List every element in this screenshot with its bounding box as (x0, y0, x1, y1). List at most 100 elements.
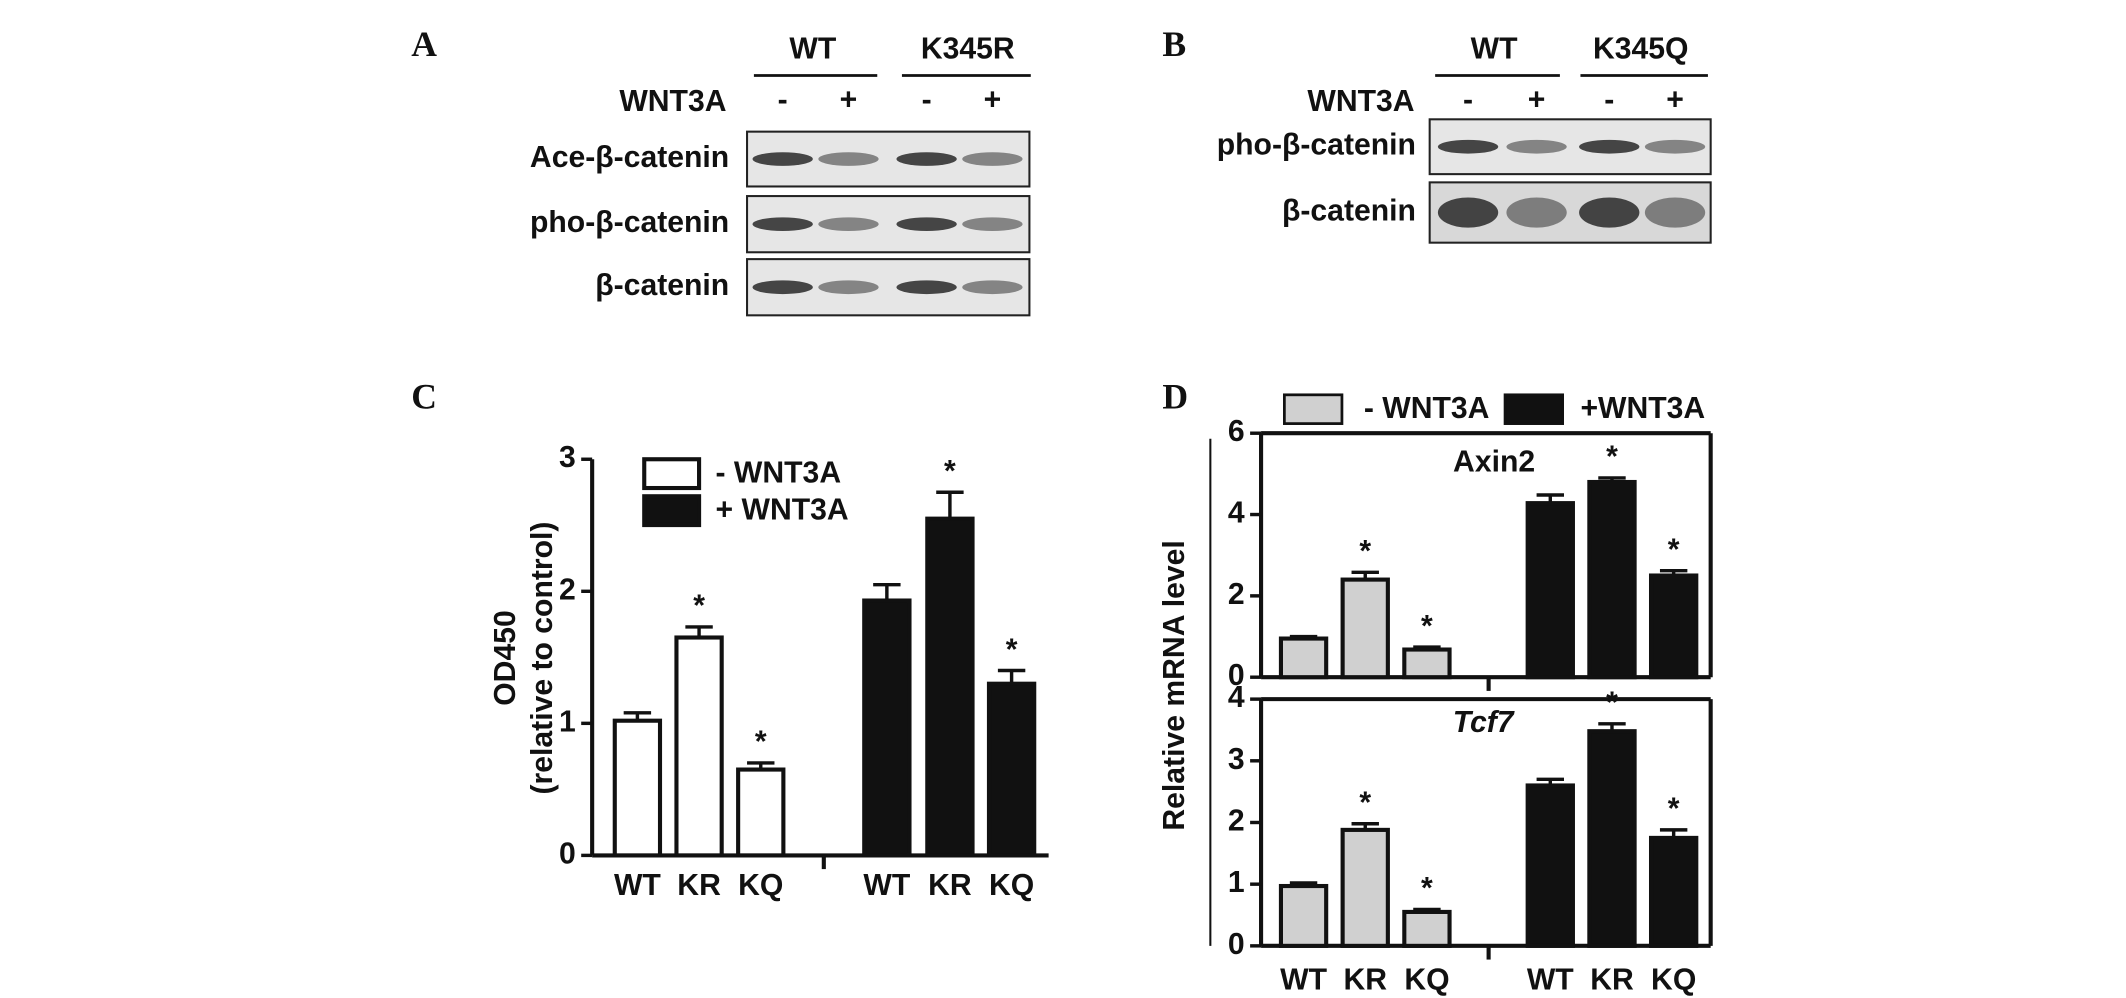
row-label: β-catenin (595, 269, 729, 302)
legend-label: +WNT3A (1580, 392, 1705, 425)
group-label: K345R (921, 33, 1015, 66)
significance-mark: * (1359, 787, 1371, 820)
treatment-sign: + (1666, 83, 1684, 116)
legend-swatch (1503, 393, 1565, 425)
band (962, 217, 1023, 232)
band (1506, 197, 1567, 228)
band (962, 280, 1023, 295)
band (896, 217, 957, 232)
significance-mark: * (1421, 610, 1433, 643)
x-tick-label: KR (1343, 963, 1387, 996)
treatment-sign: + (1528, 83, 1546, 116)
treatment-sign: + (840, 83, 858, 116)
x-tick-label: KR (1590, 963, 1634, 996)
band (752, 152, 813, 166)
bar (1648, 835, 1699, 948)
band (1437, 197, 1499, 228)
band (962, 152, 1023, 166)
group-label: WT (1471, 33, 1518, 66)
y-tick-label: 2 (559, 573, 576, 606)
chart-title: Tcf7 (1453, 706, 1515, 739)
x-tick-label: WT (1527, 963, 1574, 996)
panel-label: C (411, 376, 437, 416)
significance-mark: * (1006, 633, 1018, 666)
treatment-sign: - (1463, 83, 1473, 116)
group-label: WT (789, 33, 836, 66)
row-label: pho-β-catenin (1217, 129, 1416, 162)
treatment-sign: + (984, 83, 1002, 116)
y-axis-label: Relative mRNA level (1158, 540, 1191, 830)
significance-mark: * (1359, 535, 1371, 568)
bar (1340, 577, 1390, 680)
y-tick-label: 6 (1228, 415, 1245, 448)
band (752, 217, 813, 232)
significance-mark: * (1668, 533, 1680, 566)
bar (1525, 783, 1575, 948)
y-axis-label: (relative to control) (526, 522, 559, 795)
band (896, 280, 957, 295)
bar (1278, 883, 1329, 948)
band (1644, 197, 1706, 228)
significance-mark: * (1421, 872, 1433, 905)
y-tick-label: 0 (559, 837, 576, 870)
x-tick-label: KQ (1651, 963, 1696, 996)
legend-swatch (1283, 393, 1344, 425)
band (1579, 197, 1640, 228)
bar (736, 767, 786, 858)
bar (1278, 636, 1329, 680)
band (818, 152, 879, 166)
bar (1525, 501, 1575, 680)
panel-label: D (1162, 376, 1188, 416)
treatment-sign: - (1604, 83, 1614, 116)
x-tick-label: KQ (1404, 963, 1449, 996)
x-tick-label: WT (863, 869, 910, 902)
y-tick-label: 4 (1228, 497, 1245, 530)
significance-mark: * (1606, 687, 1618, 720)
treatment-label: WNT3A (619, 85, 726, 118)
treatment-sign: - (778, 83, 788, 116)
bar (1340, 827, 1390, 948)
y-tick-label: 3 (1228, 743, 1245, 776)
y-tick-label: 2 (1228, 578, 1245, 611)
bar (1587, 479, 1637, 680)
x-tick-label: KQ (989, 869, 1034, 902)
band (818, 217, 879, 232)
legend-label: + WNT3A (716, 493, 849, 526)
legend-label: - WNT3A (1364, 392, 1490, 425)
bar (612, 718, 663, 858)
band (1644, 139, 1706, 154)
band (818, 280, 879, 295)
group-label: K345Q (1593, 33, 1689, 66)
y-tick-label: 2 (1228, 804, 1245, 837)
band (1506, 139, 1567, 154)
y-tick-label: 0 (1228, 659, 1245, 692)
y-axis-label: OD450 (489, 610, 522, 706)
row-label: Ace-β-catenin (530, 141, 729, 174)
bar (925, 516, 975, 858)
x-tick-label: KR (928, 869, 972, 902)
panel-label: A (411, 24, 437, 64)
legend-swatch (642, 494, 702, 528)
panel-label: B (1162, 24, 1186, 64)
bar (862, 598, 912, 858)
significance-mark: * (693, 590, 705, 623)
bar (1402, 909, 1452, 948)
treatment-sign: - (922, 83, 932, 116)
treatment-label: WNT3A (1307, 85, 1414, 118)
band (1437, 139, 1499, 154)
legend-swatch (642, 457, 702, 491)
x-tick-label: KQ (738, 869, 783, 902)
y-tick-label: 3 (559, 441, 576, 474)
significance-mark: * (1606, 441, 1618, 474)
y-tick-label: 1 (1228, 866, 1245, 899)
y-tick-label: 1 (559, 705, 576, 738)
band (752, 280, 813, 295)
bar (1402, 647, 1452, 680)
row-label: β-catenin (1282, 194, 1416, 227)
bar (1648, 573, 1699, 680)
bar (1587, 729, 1637, 948)
band (896, 152, 957, 166)
significance-mark: * (755, 726, 767, 759)
row-label: pho-β-catenin (530, 206, 729, 239)
